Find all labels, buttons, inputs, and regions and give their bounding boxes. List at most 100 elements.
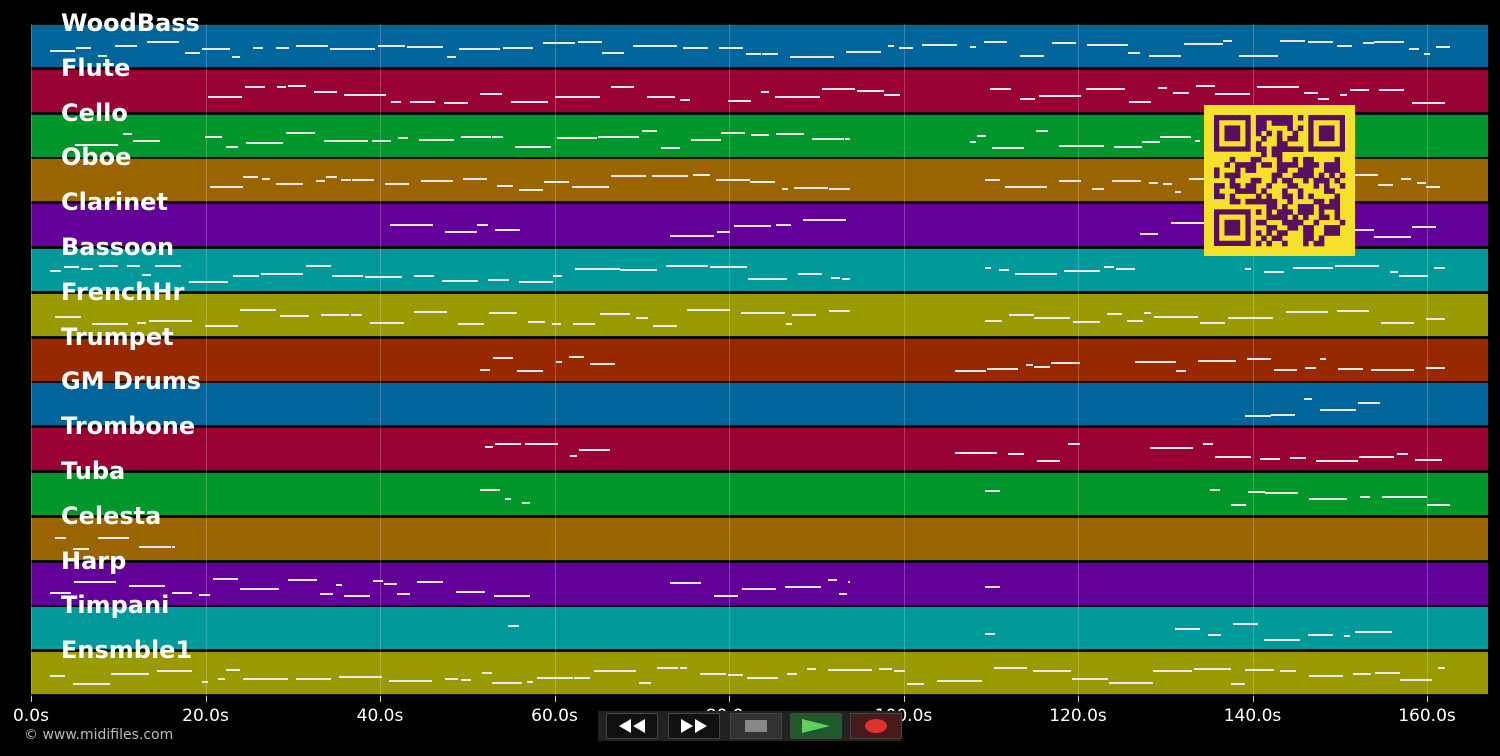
track-row[interactable] <box>31 292 1488 337</box>
note-segment <box>1280 40 1305 42</box>
note-segment <box>1415 459 1442 462</box>
note-segment <box>352 179 374 182</box>
note-segment <box>680 98 690 101</box>
track-row[interactable] <box>31 337 1488 382</box>
track-row[interactable] <box>31 516 1488 561</box>
note-segment <box>240 308 276 311</box>
note-segment <box>1271 414 1295 417</box>
note-segment <box>543 42 575 44</box>
note-segment <box>492 135 503 138</box>
note-segment <box>1424 53 1430 55</box>
note-segment <box>798 273 822 275</box>
note-segment <box>511 100 548 103</box>
note-segment <box>50 591 71 594</box>
note-segment <box>1309 675 1343 678</box>
note-segment <box>1359 456 1394 459</box>
note-segment <box>1034 316 1070 319</box>
note-segment <box>894 670 905 673</box>
track-row[interactable] <box>31 472 1488 516</box>
note-segment <box>747 677 778 680</box>
note-segment <box>365 276 402 278</box>
note-segment <box>397 592 410 595</box>
note-segment <box>503 47 533 49</box>
note-segment <box>172 591 192 594</box>
note-segment <box>1426 366 1445 369</box>
note-segment <box>326 176 337 179</box>
note-segment <box>642 129 657 132</box>
stop-button[interactable] <box>730 713 782 739</box>
note-segment <box>492 682 522 685</box>
note-segment <box>1260 458 1280 461</box>
track-row[interactable] <box>31 24 1488 68</box>
note-segment <box>517 369 543 372</box>
note-segment <box>1175 191 1181 194</box>
note-segment <box>570 455 577 458</box>
note-segment <box>1400 679 1432 682</box>
rewind-button[interactable] <box>606 713 658 739</box>
note-segment <box>414 310 447 313</box>
note-segment <box>1248 491 1265 493</box>
note-segment <box>1337 309 1369 312</box>
axis-tick-label: 40.0s <box>356 706 404 726</box>
note-segment <box>1175 628 1200 631</box>
note-segment <box>50 270 61 272</box>
note-segment <box>306 265 331 267</box>
note-segment <box>461 679 471 682</box>
note-segment <box>822 87 855 90</box>
record-icon <box>865 719 887 733</box>
note-segment <box>444 101 468 104</box>
note-segment <box>1399 275 1428 277</box>
note-segment <box>1409 48 1419 50</box>
note-segment <box>992 146 1024 149</box>
note-segment <box>494 594 530 597</box>
note-segment <box>1436 46 1450 48</box>
track-row[interactable] <box>31 606 1488 651</box>
note-segment <box>1194 668 1231 671</box>
note-segment <box>985 179 1000 182</box>
note-segment <box>1203 443 1213 446</box>
note-segment <box>1397 453 1408 456</box>
note-segment <box>955 369 986 372</box>
track-row[interactable] <box>31 651 1488 696</box>
track-row[interactable] <box>31 427 1488 472</box>
fast-forward-button[interactable] <box>668 713 720 739</box>
axis-tick <box>31 696 32 702</box>
track-label: GM Drums <box>61 367 202 396</box>
note-segment <box>1245 669 1274 672</box>
note-segment <box>990 87 1011 90</box>
note-segment <box>1026 363 1033 366</box>
note-segment <box>884 93 900 96</box>
gridline <box>1427 24 1428 696</box>
note-segment <box>693 174 710 177</box>
note-segment <box>556 360 562 363</box>
note-segment <box>493 356 513 359</box>
note-segment <box>1200 321 1225 324</box>
play-button[interactable] <box>790 713 842 739</box>
note-segment <box>553 275 562 277</box>
note-segment <box>370 321 404 324</box>
note-segment <box>495 443 521 446</box>
note-segment <box>1160 135 1191 138</box>
record-button[interactable] <box>850 713 902 739</box>
note-segment <box>133 139 160 142</box>
note-segment <box>1434 267 1445 269</box>
note-segment <box>253 47 263 49</box>
track-row[interactable] <box>31 382 1488 427</box>
axis-tick-label: 140.0s <box>1223 706 1282 726</box>
note-segment <box>202 48 230 50</box>
note-segment <box>1135 360 1176 363</box>
track-label: WoodBass <box>61 9 200 37</box>
note-segment <box>232 56 240 58</box>
note-segment <box>288 578 317 581</box>
note-segment <box>389 680 432 683</box>
note-segment <box>127 265 140 267</box>
note-segment <box>111 673 149 676</box>
note-segment <box>147 41 179 43</box>
track-row[interactable] <box>31 561 1488 606</box>
note-segment <box>1231 504 1246 506</box>
note-segment <box>1051 361 1080 364</box>
note-segment <box>208 95 242 98</box>
note-segment <box>1198 359 1236 362</box>
note-segment <box>1223 40 1232 42</box>
